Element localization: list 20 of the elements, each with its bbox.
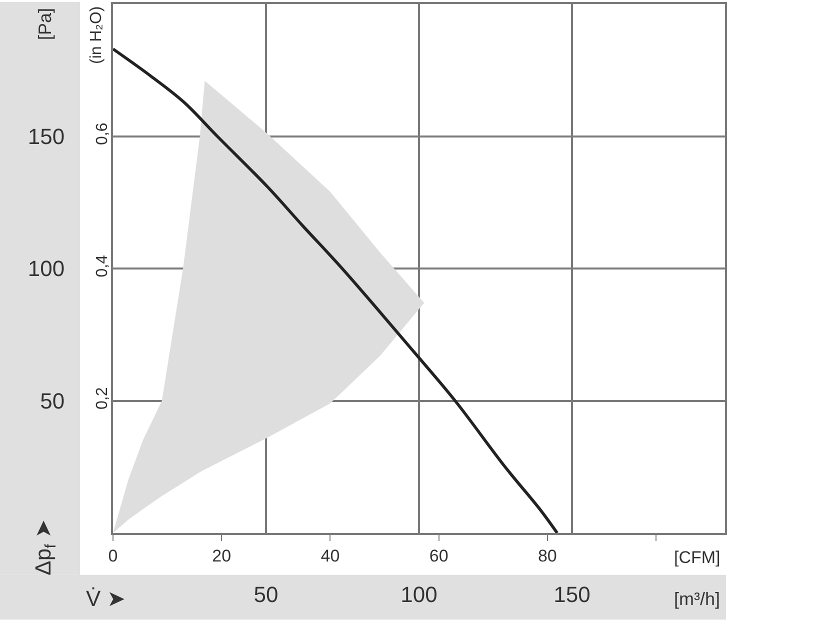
x2-tick-label: 150 — [554, 582, 590, 607]
y2-tick-label: 0,2 — [94, 387, 111, 410]
line-series — [113, 47, 559, 533]
x2-axis-title: [m³/h] — [674, 589, 720, 609]
y-tick-label: 150 — [28, 124, 65, 149]
x-tick-label: 60 — [429, 546, 448, 566]
x-tick-label: 20 — [212, 546, 232, 566]
y-tick-label: 100 — [28, 256, 65, 282]
x-tick-label: 40 — [320, 546, 340, 566]
y-axis-title: [Pa] — [35, 8, 56, 40]
x2-tick-label: 100 — [400, 582, 438, 607]
x-tick-label: 80 — [538, 546, 557, 566]
y-tick-label: 50 — [40, 388, 65, 414]
y2-tick-label: 0,4 — [94, 254, 111, 278]
x2-tick-label: 50 — [254, 582, 278, 607]
y2-axis-title: (in H₂O) — [88, 6, 105, 64]
text: V̇ ➤ — [86, 586, 125, 611]
y2-tick-label: 0,6 — [94, 122, 111, 145]
x-tick-label: 0 — [108, 546, 118, 566]
x-axis-title: [CFM] — [674, 548, 720, 567]
